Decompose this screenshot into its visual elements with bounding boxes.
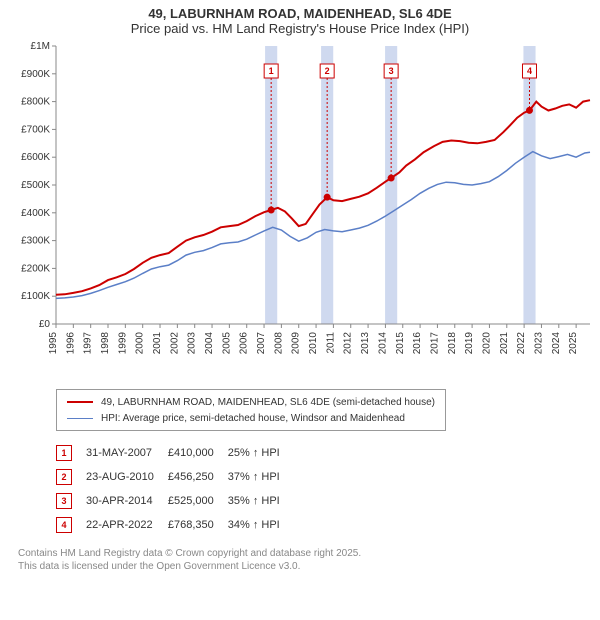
transaction-hpi: 34% ↑ HPI [228, 513, 294, 537]
transaction-price: £410,000 [168, 441, 228, 465]
chart: £0 £100K £200K £300K £400K £500K £600K £700K £80… [0, 36, 600, 381]
y-tick-label: £0 [39, 319, 51, 330]
y-tick-label: £1M [31, 41, 50, 52]
legend-label: 49, LABURNHAM ROAD, MAIDENHEAD, SL6 4DE … [101, 397, 435, 408]
legend-row: 49, LABURNHAM ROAD, MAIDENHEAD, SL6 4DE … [67, 394, 435, 410]
table-row: 2 23-AUG-2010£456,25037% ↑ HPI [56, 465, 294, 489]
legend-row: HPI: Average price, semi-detached house,… [67, 410, 435, 426]
x-tick-label: 2022 [516, 332, 527, 355]
x-tick-label: 1999 [117, 332, 128, 355]
x-tick-label: 2005 [221, 332, 232, 355]
x-tick-label: 2019 [464, 332, 475, 355]
legend-label: HPI: Average price, semi-detached house,… [101, 413, 405, 424]
x-tick-label: 2020 [481, 332, 492, 355]
transactions-table: 1 31-MAY-2007£410,00025% ↑ HPI 2 23-AUG-201… [56, 441, 294, 537]
y-tick-label: £300K [21, 236, 50, 247]
transaction-hpi: 37% ↑ HPI [228, 465, 294, 489]
legend-swatch [67, 418, 93, 419]
transaction-dot [268, 207, 275, 214]
transaction-index-marker: 4 [56, 517, 72, 533]
x-tick-label: 2009 [291, 332, 302, 355]
y-tick-label: £800K [21, 97, 50, 108]
x-tick-label: 2023 [533, 332, 544, 355]
transaction-dot [526, 107, 533, 114]
x-tick-label: 2010 [308, 332, 319, 355]
transaction-price: £456,250 [168, 465, 228, 489]
y-tick-label: £500K [21, 180, 50, 191]
chart-title-address: 49, LABURNHAM ROAD, MAIDENHEAD, SL6 4DE [0, 6, 600, 21]
x-tick-label: 2007 [256, 332, 267, 355]
x-tick-label: 2021 [499, 332, 510, 355]
transaction-date: 23-AUG-2010 [86, 465, 168, 489]
footer-line1: Contains HM Land Registry data © Crown c… [18, 547, 600, 560]
x-tick-label: 2002 [169, 332, 180, 355]
y-tick-label: £900K [21, 69, 50, 80]
x-tick-label: 1998 [100, 332, 111, 355]
transaction-index-marker: 3 [56, 493, 72, 509]
transaction-index-marker: 1 [56, 445, 72, 461]
transaction-date: 30-APR-2014 [86, 489, 168, 513]
transaction-marker-number: 4 [527, 66, 532, 76]
x-tick-label: 2015 [395, 332, 406, 355]
x-tick-label: 2011 [325, 332, 336, 354]
page: 49, LABURNHAM ROAD, MAIDENHEAD, SL6 4DE … [0, 0, 600, 573]
transaction-marker-number: 3 [389, 66, 394, 76]
transaction-price: £525,000 [168, 489, 228, 513]
x-tick-label: 2004 [204, 332, 215, 355]
x-tick-label: 2000 [135, 332, 146, 355]
transaction-date: 31-MAY-2007 [86, 441, 168, 465]
legend: 49, LABURNHAM ROAD, MAIDENHEAD, SL6 4DE … [56, 389, 446, 431]
transaction-marker-number: 2 [325, 66, 330, 76]
x-tick-label: 2024 [551, 332, 562, 355]
transaction-date: 22-APR-2022 [86, 513, 168, 537]
y-tick-label: £600K [21, 152, 50, 163]
x-tick-label: 2018 [447, 332, 458, 355]
x-tick-label: 2017 [429, 332, 440, 355]
chart-svg: £0 £100K £200K £300K £400K £500K £600K £700K £80… [0, 36, 600, 376]
table-row: 1 31-MAY-2007£410,00025% ↑ HPI [56, 441, 294, 465]
x-tick-label: 2016 [412, 332, 423, 355]
x-tick-label: 2014 [377, 332, 388, 355]
x-tick-label: 2013 [360, 332, 371, 355]
y-tick-label: £100K [21, 291, 50, 302]
chart-titles: 49, LABURNHAM ROAD, MAIDENHEAD, SL6 4DE … [0, 0, 600, 36]
transaction-hpi: 35% ↑ HPI [228, 489, 294, 513]
transaction-dot [388, 175, 395, 182]
transaction-index-marker: 2 [56, 469, 72, 485]
x-tick-label: 1996 [65, 332, 76, 355]
transaction-dot [324, 194, 331, 201]
x-tick-label: 2012 [343, 332, 354, 355]
y-tick-label: £400K [21, 208, 50, 219]
table-row: 4 22-APR-2022£768,35034% ↑ HPI [56, 513, 294, 537]
transaction-hpi: 25% ↑ HPI [228, 441, 294, 465]
y-tick-label: £700K [21, 124, 50, 135]
x-tick-label: 2006 [239, 332, 250, 355]
footer-line2: This data is licensed under the Open Gov… [18, 560, 600, 573]
footer: Contains HM Land Registry data © Crown c… [18, 547, 600, 573]
x-tick-label: 2001 [152, 332, 163, 355]
x-tick-label: 2025 [568, 332, 579, 355]
y-tick-label: £200K [21, 263, 50, 274]
legend-swatch [67, 401, 93, 403]
table-row: 3 30-APR-2014£525,00035% ↑ HPI [56, 489, 294, 513]
transaction-price: £768,350 [168, 513, 228, 537]
chart-title-subtitle: Price paid vs. HM Land Registry's House … [0, 21, 600, 36]
x-tick-label: 1995 [48, 332, 59, 355]
x-tick-label: 1997 [83, 332, 94, 355]
x-tick-label: 2003 [187, 332, 198, 355]
x-tick-label: 2008 [273, 332, 284, 355]
transaction-marker-number: 1 [269, 66, 274, 76]
